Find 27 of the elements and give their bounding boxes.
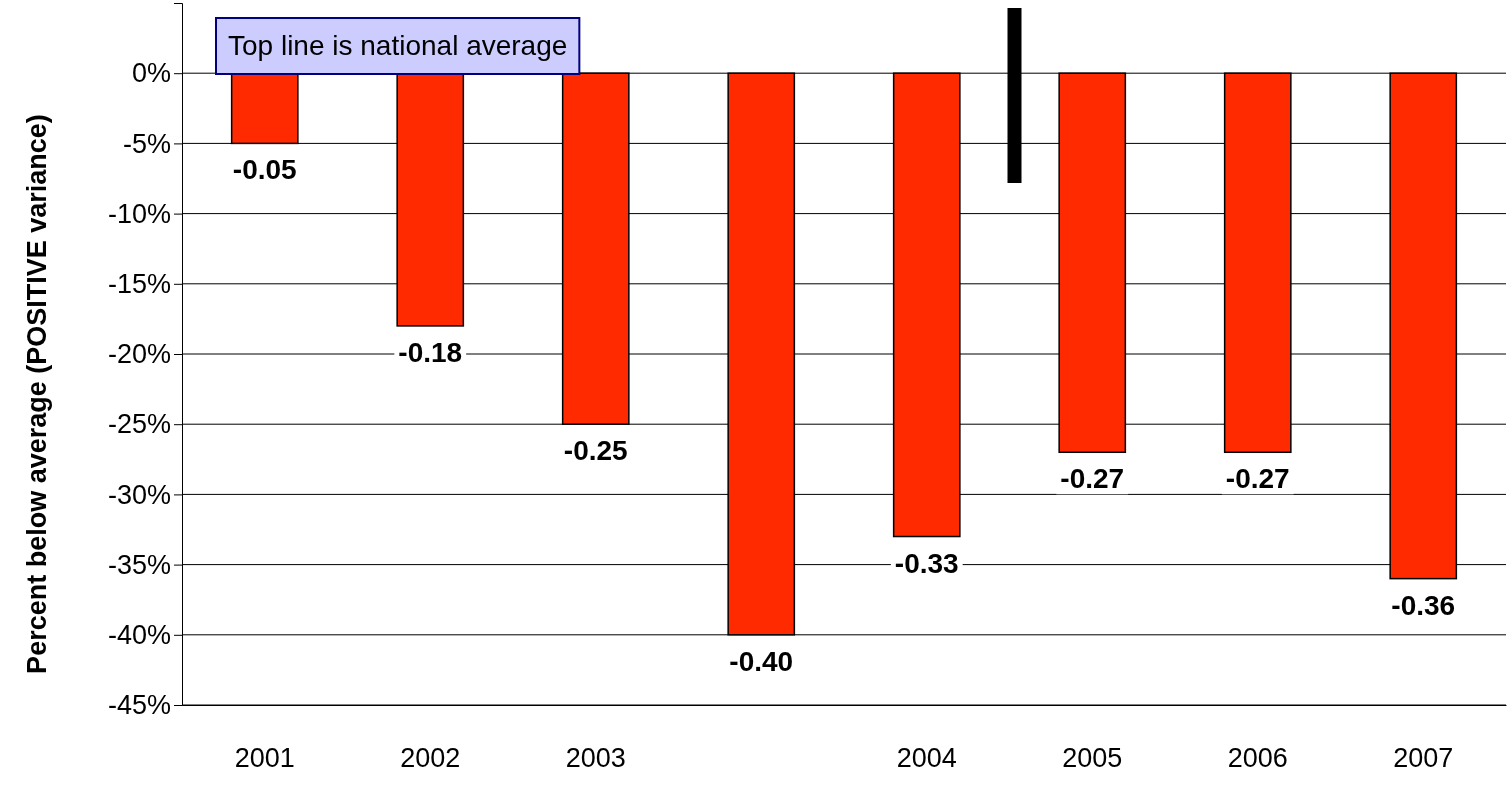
data-label: -0.05 (232, 154, 297, 186)
y-tick-label: -20% (107, 339, 171, 370)
y-tick-label: -15% (107, 268, 171, 299)
y-tick-label: -35% (107, 549, 171, 580)
x-tick-label: 2001 (234, 743, 295, 774)
y-axis-title: Percent below average (POSITIVE variance) (22, 114, 52, 674)
x-tick-label: 2004 (896, 743, 957, 774)
y-tick-label: -45% (107, 690, 171, 721)
x-tick-label: 2003 (565, 743, 626, 774)
data-label: -0.33 (894, 547, 959, 579)
y-tick-label: -5% (122, 128, 171, 159)
annotation: Top line is national average (228, 30, 568, 61)
x-tick-label: 2002 (400, 743, 461, 774)
data-label: -0.27 (1225, 463, 1290, 495)
data-label: -0.27 (1060, 463, 1125, 495)
y-tick-label: -10% (107, 198, 171, 229)
x-tick-label: 2006 (1227, 743, 1288, 774)
y-tick-label: 0% (131, 58, 171, 89)
data-label: -0.40 (729, 645, 794, 677)
data-label: -0.18 (398, 336, 463, 368)
data-label: -0.25 (563, 435, 628, 467)
y-tick-label: -40% (107, 619, 171, 650)
x-tick-label: 2007 (1393, 743, 1454, 774)
y-tick-label: -30% (107, 479, 171, 510)
y-tick-label: -25% (107, 409, 171, 440)
data-label: -0.36 (1391, 589, 1456, 621)
x-tick-label: 2005 (1062, 743, 1123, 774)
